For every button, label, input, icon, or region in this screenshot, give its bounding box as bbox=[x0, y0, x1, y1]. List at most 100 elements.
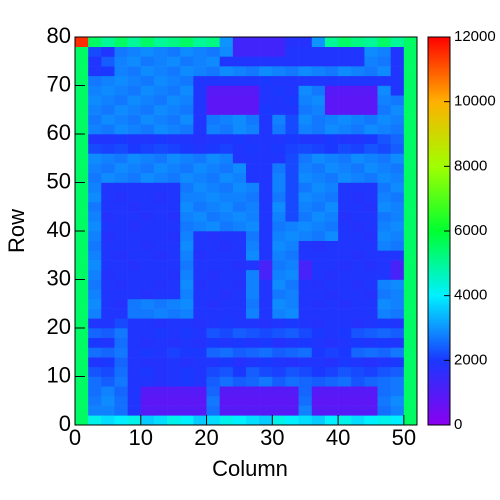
heatmap-cell bbox=[167, 56, 181, 67]
heatmap-cell bbox=[232, 85, 247, 96]
heatmap-cell bbox=[298, 250, 313, 261]
heatmap-cell bbox=[180, 395, 194, 406]
heatmap-cells bbox=[75, 37, 418, 426]
heatmap-cell bbox=[232, 386, 247, 397]
heatmap-cell bbox=[272, 376, 286, 387]
heatmap-cell bbox=[140, 269, 155, 280]
heatmap-cell bbox=[167, 240, 181, 251]
heatmap-cell bbox=[180, 85, 194, 96]
heatmap-cell bbox=[101, 318, 115, 329]
heatmap-cell bbox=[140, 66, 155, 77]
heatmap-cell bbox=[285, 260, 299, 271]
heatmap-cell bbox=[167, 386, 181, 397]
heatmap-cell bbox=[206, 95, 220, 106]
heatmap-cell bbox=[140, 114, 155, 125]
heatmap-cell bbox=[338, 279, 352, 290]
heatmap-cell bbox=[75, 85, 89, 96]
heatmap-cell bbox=[140, 104, 155, 115]
heatmap-cell bbox=[324, 308, 339, 319]
heatmap-cell bbox=[351, 37, 365, 47]
heatmap-cell bbox=[219, 143, 234, 154]
heatmap-cell bbox=[75, 153, 89, 164]
heatmap-cell bbox=[364, 211, 378, 222]
z-tick-label: 8000 bbox=[454, 157, 487, 174]
heatmap-cell bbox=[259, 104, 273, 115]
heatmap-cell bbox=[153, 337, 168, 348]
heatmap-cell bbox=[338, 211, 352, 222]
heatmap-cell bbox=[285, 37, 299, 47]
heatmap-cell bbox=[364, 395, 378, 406]
heatmap-cell bbox=[101, 124, 115, 135]
heatmap-cell bbox=[285, 250, 299, 261]
heatmap-cell bbox=[324, 289, 339, 300]
y-tick-label: 10 bbox=[47, 362, 71, 387]
heatmap-cell bbox=[311, 347, 326, 358]
heatmap-cell bbox=[232, 395, 247, 406]
heatmap-cell bbox=[285, 192, 299, 203]
heatmap-cell bbox=[88, 75, 102, 86]
heatmap-cell bbox=[298, 56, 313, 67]
heatmap-cell bbox=[259, 211, 273, 222]
heatmap-cell bbox=[127, 405, 142, 416]
heatmap-cell bbox=[88, 250, 102, 261]
heatmap-cell bbox=[180, 192, 194, 203]
heatmap-cell bbox=[351, 279, 365, 290]
heatmap-cell bbox=[206, 298, 220, 309]
heatmap-cell bbox=[364, 56, 378, 67]
heatmap-cell bbox=[246, 386, 260, 397]
heatmap-cell bbox=[193, 231, 207, 241]
heatmap-cell bbox=[259, 250, 273, 261]
heatmap-cell bbox=[193, 298, 207, 309]
heatmap-cell bbox=[180, 95, 194, 106]
heatmap-cell bbox=[232, 182, 247, 193]
heatmap-cell bbox=[114, 279, 128, 290]
heatmap-cell bbox=[88, 328, 102, 338]
heatmap-cell bbox=[219, 134, 234, 144]
heatmap-cell bbox=[311, 85, 326, 96]
heatmap-cell bbox=[364, 201, 378, 212]
heatmap-cell bbox=[285, 386, 299, 397]
y-axis-title: Row bbox=[4, 209, 29, 253]
heatmap-cell bbox=[153, 114, 168, 125]
heatmap-cell bbox=[259, 357, 273, 368]
heatmap-cell bbox=[259, 386, 273, 397]
heatmap-cell bbox=[311, 289, 326, 300]
heatmap-cell bbox=[272, 269, 286, 280]
heatmap-cell bbox=[246, 163, 260, 174]
heatmap-cell bbox=[75, 124, 89, 135]
heatmap-cell bbox=[232, 240, 247, 251]
heatmap-cell bbox=[193, 104, 207, 115]
heatmap-cell bbox=[259, 134, 273, 144]
heatmap-cell bbox=[193, 405, 207, 416]
heatmap-cell bbox=[390, 201, 405, 212]
heatmap-cell bbox=[140, 153, 155, 164]
heatmap-cell bbox=[114, 66, 128, 77]
heatmap-cell bbox=[324, 182, 339, 193]
heatmap-cell bbox=[351, 298, 365, 309]
heatmap-cell bbox=[127, 163, 142, 174]
heatmap-cell bbox=[114, 415, 128, 426]
heatmap-cell bbox=[193, 221, 207, 232]
heatmap-cell bbox=[153, 366, 168, 377]
heatmap-cell bbox=[403, 376, 418, 387]
heatmap-cell bbox=[127, 192, 142, 203]
heatmap-cell bbox=[88, 134, 102, 144]
heatmap-cell bbox=[114, 104, 128, 115]
x-tick-label: 40 bbox=[326, 425, 350, 450]
heatmap-cell bbox=[101, 211, 115, 222]
heatmap-cell bbox=[114, 395, 128, 406]
heatmap-cell bbox=[403, 260, 418, 271]
heatmap-cell bbox=[219, 75, 234, 86]
heatmap-cell bbox=[101, 114, 115, 125]
heatmap-cell bbox=[180, 260, 194, 271]
heatmap-cell bbox=[377, 172, 391, 183]
heatmap-cell bbox=[311, 192, 326, 203]
heatmap-cell bbox=[127, 114, 142, 125]
heatmap-cell bbox=[75, 192, 89, 203]
heatmap-cell bbox=[219, 405, 234, 416]
heatmap-cell bbox=[298, 95, 313, 106]
heatmap-cell bbox=[377, 328, 391, 338]
heatmap-cell bbox=[127, 415, 142, 426]
heatmap-cell bbox=[127, 85, 142, 96]
heatmap-cell bbox=[338, 415, 352, 426]
